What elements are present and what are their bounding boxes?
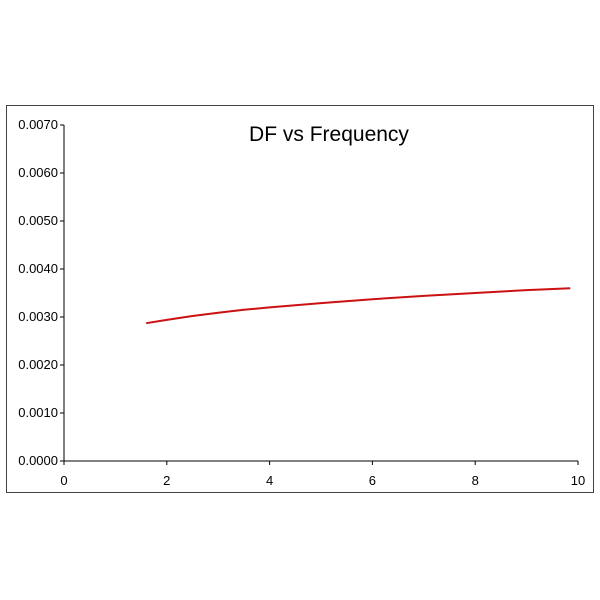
y-tick-label: 0.0050 — [18, 213, 58, 228]
y-tick-label: 0.0060 — [18, 165, 58, 180]
plot-area — [63, 125, 578, 462]
y-tick-label: 0.0000 — [18, 453, 58, 468]
x-tick-label: 0 — [60, 473, 67, 488]
chart-frame — [6, 105, 594, 493]
y-tick-label: 0.0030 — [18, 309, 58, 324]
y-tick-label: 0.0040 — [18, 261, 58, 276]
x-tick-label: 10 — [571, 473, 585, 488]
series-line-df — [146, 287, 571, 325]
x-tick-label: 2 — [163, 473, 170, 488]
x-tick-label: 6 — [369, 473, 376, 488]
y-tick-label: 0.0010 — [18, 405, 58, 420]
y-axis: 0.0000 0.0010 0.0020 0.0030 0.0040 0.0050 0.00… — [18, 117, 64, 468]
y-tick-label: 0.0070 — [18, 117, 58, 132]
x-tick-label: 4 — [266, 473, 273, 488]
chart-title: DF vs Frequency — [249, 123, 409, 146]
y-tick-label: 0.0020 — [18, 357, 58, 372]
x-axis: 0 2 4 6 8 10 — [60, 461, 585, 488]
x-tick-label: 8 — [472, 473, 479, 488]
